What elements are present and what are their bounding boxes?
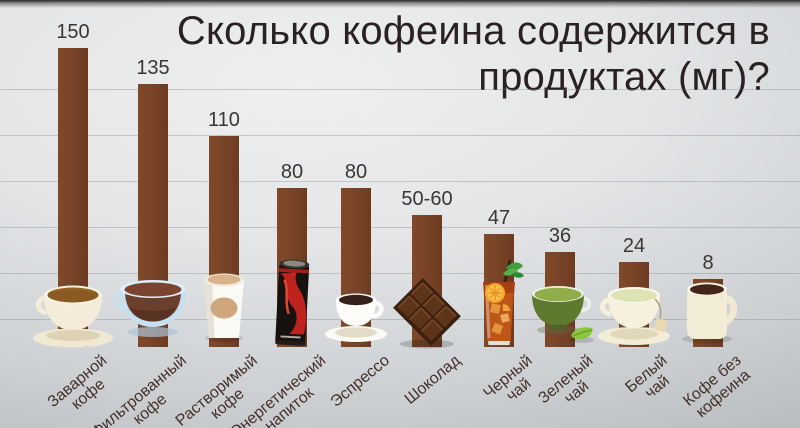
green-tea-icon [532,286,594,343]
value-label-energy-drink: 80 [280,161,304,183]
black-tea-icon-wrapper [453,248,545,353]
gridline [0,135,800,136]
decaf-coffee-icon-wrapper [662,248,754,353]
value-label-decaf-coffee: 8 [702,252,714,274]
gridline [0,89,800,90]
white-tea-icon [598,287,670,345]
white-tea-icon-wrapper [588,248,680,353]
value-label-instant-coffee: 110 [208,109,240,131]
category-label-decaf-coffee: Кофе без кофеина [681,352,757,423]
filtered-coffee-icon [113,280,186,337]
espresso-icon [325,293,387,342]
decaf-coffee-icon [682,282,738,344]
value-label-green-tea: 36 [548,225,572,247]
gridline [0,319,800,320]
instant-coffee-icon-wrapper [178,248,270,353]
black-tea-icon [483,259,524,345]
green-tea-icon-wrapper [514,248,606,353]
chart-title-line1: Сколько кофеина содержится в [176,9,770,53]
chocolate-icon-wrapper [381,248,473,353]
category-label-white-tea: Белый чай [623,352,682,410]
instant-coffee-icon [204,273,244,342]
value-label-brewed-coffee: 150 [56,21,90,43]
category-label-green-tea: Зеленый чай [536,352,608,421]
category-label-black-tea: Черный чай [481,352,547,416]
chart-title-line2: продуктах (мг)? [478,55,770,99]
brewed-coffee-icon-wrapper [27,248,119,353]
gridline [0,273,800,274]
chart-title: Сколько кофеина содержится в продуктах (… [177,8,770,100]
filtered-coffee-icon-wrapper [107,248,199,353]
energy-drink-icon [275,259,310,346]
chocolate-icon [393,278,461,349]
energy-drink-icon-wrapper [246,248,338,353]
brewed-coffee-icon [33,285,113,348]
category-label-line: Шоколад [401,352,464,408]
gridline [0,181,800,182]
gridline [0,227,800,228]
espresso-icon-wrapper [310,248,402,353]
category-label-espresso: Эспрессо [328,352,394,411]
value-label-chocolate: 50-60 [401,188,453,210]
value-label-espresso: 80 [344,161,368,183]
value-label-white-tea: 24 [622,235,646,257]
category-label-line: Эспрессо [327,352,393,411]
value-label-black-tea: 47 [487,207,511,229]
category-label-chocolate: Шоколад [402,352,464,408]
value-label-filtered-coffee: 135 [136,57,170,79]
